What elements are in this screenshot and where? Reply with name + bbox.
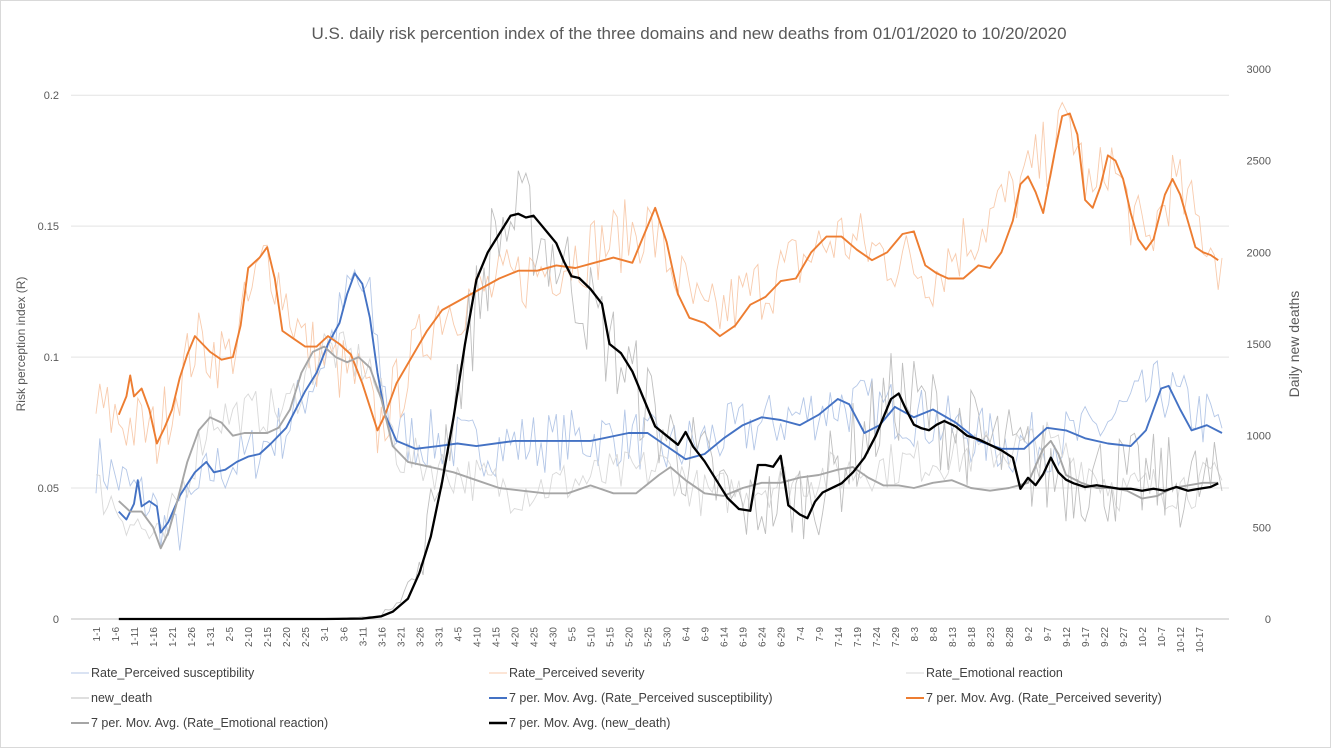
- legend: Rate_Perceived susceptibility Rate_Percei…: [71, 666, 1162, 730]
- x-tick-label: 6-14: [720, 627, 731, 647]
- y-axis-label: Risk perception index (R): [14, 277, 28, 412]
- y-tick-label: 0.15: [38, 221, 59, 233]
- moving-average-line: [118, 345, 1219, 550]
- y-tick-label: 0.05: [38, 483, 59, 495]
- x-tick-label: 5-15: [606, 627, 617, 647]
- x-axis-ticks: 1-1 1-6 1-11 1-16 1-21 1-26 1-31 2-5 2-10 2-15 2-2…: [92, 627, 1206, 653]
- x-tick-label: 10-12: [1176, 627, 1187, 653]
- moving-average-line: [117, 112, 1219, 445]
- x-tick-label: 4-5: [453, 627, 464, 642]
- x-tick-label: 6-9: [701, 627, 712, 642]
- gridlines: [71, 94, 1229, 620]
- x-tick-label: 8-3: [910, 627, 921, 642]
- x-tick-label: 1-1: [92, 627, 103, 642]
- x-tick-label: 1-26: [187, 627, 198, 647]
- legend-entry: Rate_Perceived severity: [509, 666, 645, 680]
- x-tick-label: 8-13: [948, 627, 959, 647]
- x-tick-label: 1-31: [206, 627, 217, 647]
- legend-entry: new_death: [91, 691, 152, 705]
- legend-entry: 7 per. Mov. Avg. (Rate_Emotional reactio…: [91, 716, 328, 730]
- x-tick-label: 4-15: [491, 627, 502, 647]
- x-tick-label: 2-20: [282, 627, 293, 647]
- x-tick-label: 3-26: [415, 627, 426, 647]
- x-tick-label: 8-18: [967, 627, 978, 647]
- y2-axis-ticks: 0 500 1000 1500 2000 2500 3000: [1247, 64, 1271, 626]
- y-tick-label: 0: [53, 614, 59, 626]
- x-tick-label: 2-10: [244, 627, 255, 647]
- x-tick-label: 1-21: [168, 627, 179, 647]
- x-tick-label: 2-15: [263, 627, 274, 647]
- x-tick-label: 9-12: [1062, 627, 1073, 647]
- x-tick-label: 10-7: [1157, 627, 1168, 647]
- x-tick-label: 5-20: [625, 627, 636, 647]
- moving-average-line: [118, 212, 1219, 621]
- raw-series-line: [95, 268, 1223, 551]
- x-tick-label: 5-5: [568, 627, 579, 642]
- x-tick-label: 4-25: [529, 627, 540, 647]
- x-tick-label: 8-8: [929, 627, 940, 642]
- legend-entry: Rate_Emotional reaction: [926, 666, 1063, 680]
- moving-average-series-group: [117, 112, 1223, 621]
- y-axis-ticks: 0 0.05 0.1 0.15 0.2: [38, 90, 59, 626]
- x-tick-label: 9-7: [1043, 627, 1054, 642]
- y2-tick-label: 3000: [1247, 64, 1271, 76]
- x-tick-label: 10-2: [1138, 627, 1149, 647]
- y2-tick-label: 2000: [1247, 247, 1271, 259]
- x-tick-label: 3-16: [377, 627, 388, 647]
- legend-entry: 7 per. Mov. Avg. (Rate_Perceived suscept…: [509, 691, 773, 705]
- x-tick-label: 3-1: [320, 627, 331, 642]
- x-tick-label: 9-27: [1119, 627, 1130, 647]
- raw-series-group: [95, 101, 1223, 620]
- x-tick-label: 7-29: [891, 627, 902, 647]
- x-tick-label: 7-24: [872, 627, 883, 647]
- x-tick-label: 1-6: [111, 627, 122, 642]
- y-tick-label: 0.2: [44, 90, 59, 102]
- chart-title: U.S. daily risk percention index of the …: [311, 24, 1066, 43]
- x-tick-label: 2-25: [301, 627, 312, 647]
- y2-tick-label: 1500: [1247, 339, 1271, 351]
- y2-tick-label: 2500: [1247, 156, 1271, 168]
- x-tick-label: 4-30: [548, 627, 559, 647]
- x-tick-label: 8-23: [986, 627, 997, 647]
- x-tick-label: 9-2: [1024, 627, 1035, 642]
- x-tick-label: 9-17: [1081, 627, 1092, 647]
- x-tick-label: 6-4: [682, 627, 693, 642]
- x-tick-label: 3-21: [396, 627, 407, 647]
- x-tick-label: 1-16: [149, 627, 160, 647]
- x-tick-label: 4-10: [472, 627, 483, 647]
- x-tick-label: 5-25: [644, 627, 655, 647]
- y-tick-label: 0.1: [44, 352, 59, 364]
- legend-entry: 7 per. Mov. Avg. (Rate_Perceived severit…: [926, 691, 1162, 705]
- legend-entry: 7 per. Mov. Avg. (new_death): [509, 716, 670, 730]
- x-tick-label: 6-19: [739, 627, 750, 647]
- x-tick-label: 3-31: [434, 627, 445, 647]
- x-tick-label: 6-29: [777, 627, 788, 647]
- legend-entry: Rate_Perceived susceptibility: [91, 666, 255, 680]
- raw-series-line: [96, 170, 1223, 620]
- x-tick-label: 3-11: [358, 627, 369, 647]
- x-tick-label: 7-19: [853, 627, 864, 647]
- x-tick-label: 9-22: [1100, 627, 1111, 647]
- x-tick-label: 7-9: [815, 627, 826, 642]
- y2-tick-label: 1000: [1247, 431, 1271, 443]
- raw-series-line: [95, 331, 1223, 540]
- x-tick-label: 7-4: [796, 627, 807, 642]
- moving-average-line: [118, 272, 1223, 534]
- x-tick-label: 5-10: [587, 627, 598, 647]
- x-tick-label: 7-14: [834, 627, 845, 647]
- x-tick-label: 3-6: [339, 627, 350, 642]
- x-tick-label: 2-5: [225, 627, 236, 642]
- x-tick-label: 8-28: [1005, 627, 1016, 647]
- y2-axis-label: Daily new deaths: [1286, 291, 1302, 398]
- x-tick-label: 6-24: [758, 627, 769, 647]
- x-tick-label: 4-20: [510, 627, 521, 647]
- x-tick-label: 10-17: [1195, 627, 1206, 653]
- y2-tick-label: 0: [1265, 614, 1271, 626]
- x-tick-label: 5-30: [663, 627, 674, 647]
- x-tick-label: 1-11: [130, 627, 141, 647]
- y2-tick-label: 500: [1253, 522, 1271, 534]
